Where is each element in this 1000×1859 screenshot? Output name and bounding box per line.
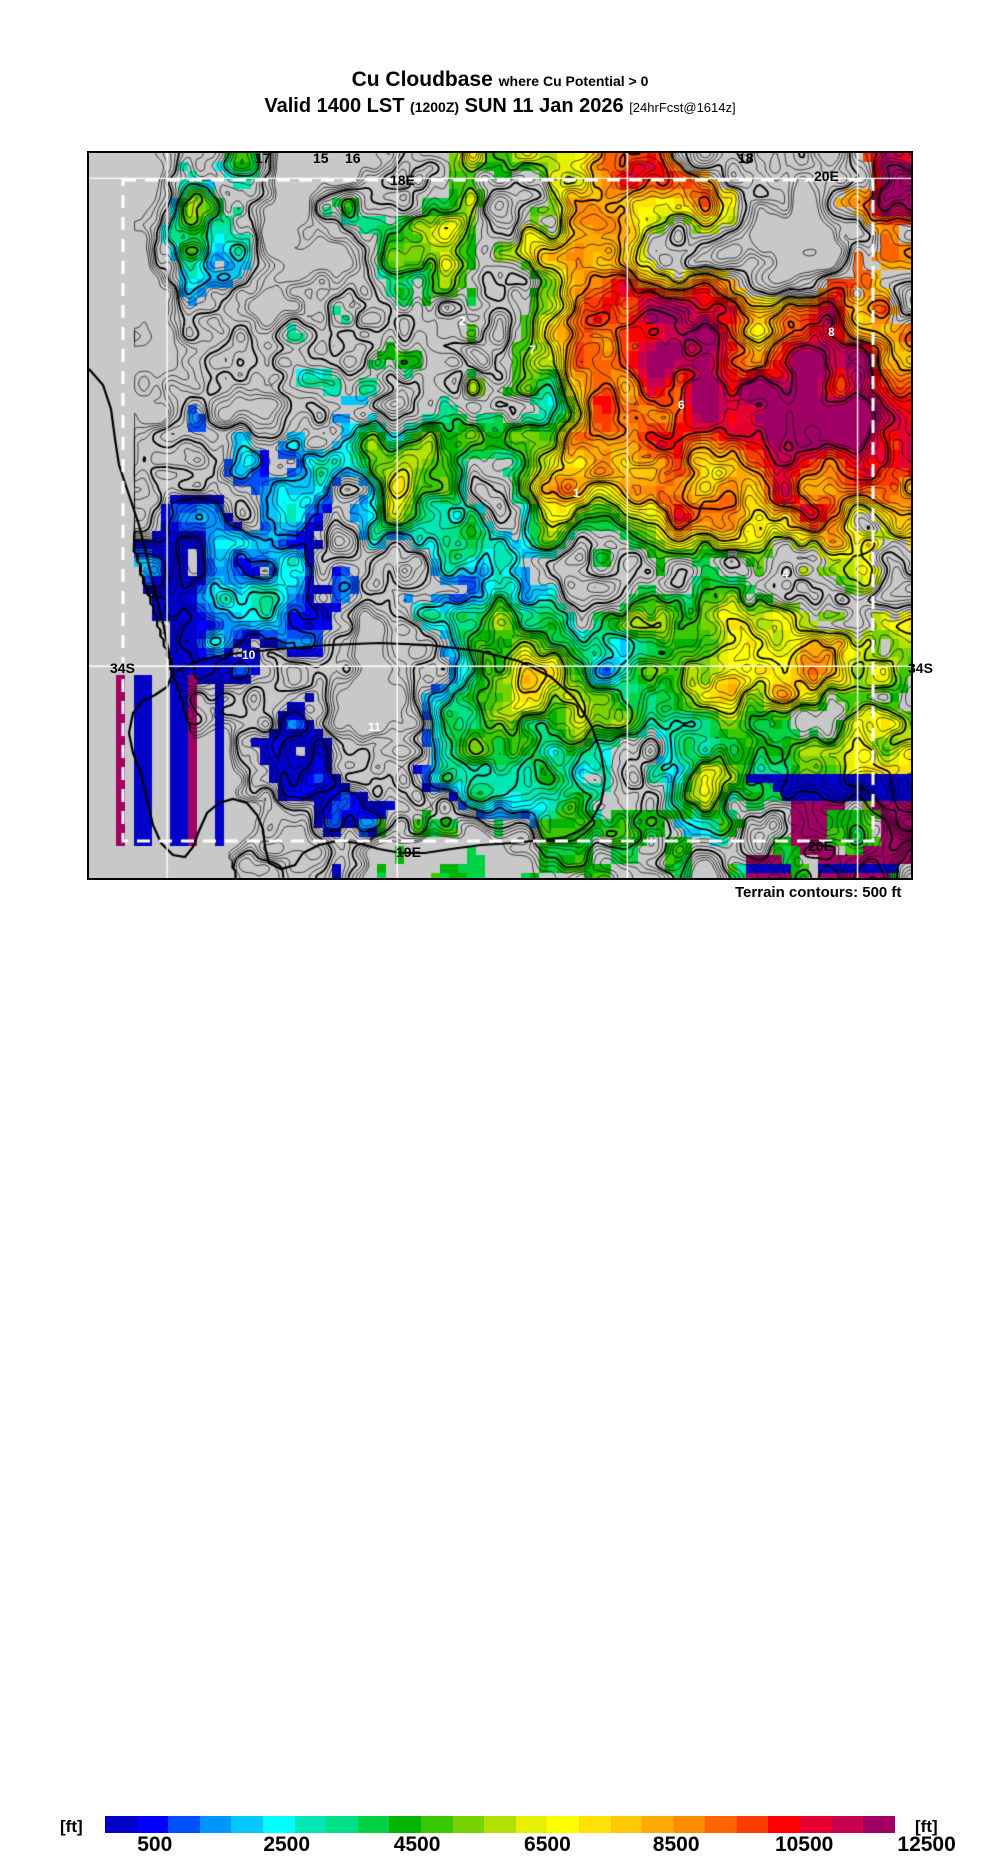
colorbar-tick-labels: 500 2500 4500 6500 8500 10500 12500: [105, 1833, 956, 1859]
map-coord-label-15-313: 15: [313, 150, 329, 166]
colorbar-tick-6500: 6500: [524, 1833, 571, 1856]
colorbar-tick-2500: 2500: [263, 1833, 311, 1856]
title-main-text: Cu Cloudbase: [351, 68, 493, 91]
title-secondary: Valid 1400 LST (1200Z) SUN 11 Jan 2026 […: [0, 93, 1000, 121]
valid-time-text: Valid 1400 LST: [264, 95, 405, 117]
map-coord-label-19E-396: 19E: [396, 844, 421, 860]
colorbar-swatch-1: [136, 1816, 169, 1833]
colorbar-swatches: [105, 1816, 895, 1833]
map-coord-label-34S-110: 34S: [110, 660, 135, 676]
map-coord-label-34S-908: 34S: [908, 660, 933, 676]
colorbar-tick-12500: 12500: [897, 1833, 956, 1856]
valid-date-text: SUN 11 Jan 2026: [464, 95, 624, 117]
colorbar-swatch-3: [199, 1816, 232, 1833]
map-coord-label-16-345: 16: [345, 150, 361, 166]
title-condition-text: where Cu Potential > 0: [498, 73, 649, 89]
title-primary: Cu Cloudbase where Cu Potential > 0: [0, 68, 1000, 93]
forecast-note-text: [24hrFcst@1614z]: [629, 100, 736, 115]
colorbar-swatch-13: [515, 1816, 548, 1833]
colorbar-swatch-11: [452, 1816, 485, 1833]
colorbar-swatch-12: [484, 1816, 516, 1833]
colorbar-swatch-23: [831, 1816, 864, 1833]
colorbar-swatch-2: [168, 1816, 200, 1833]
colorbar-swatch-5: [262, 1816, 295, 1833]
colorbar-swatch-18: [673, 1816, 706, 1833]
colorbar-tick-10500: 10500: [774, 1833, 834, 1856]
valid-utc-text: (1200Z): [410, 99, 460, 115]
colorbar-swatch-4: [231, 1816, 263, 1833]
colorbar-swatch-22: [800, 1816, 832, 1833]
colorbar-swatch-17: [642, 1816, 674, 1833]
map-coord-label-17-255: 17: [255, 150, 271, 166]
colorbar-swatch-20: [736, 1816, 769, 1833]
colorbar-swatch-7: [326, 1816, 358, 1833]
colorbar-swatch-10: [420, 1816, 453, 1833]
colorbar-swatch-21: [768, 1816, 801, 1833]
map-raster-layer: [89, 153, 911, 878]
map-coord-label-18-738: 18: [738, 150, 754, 166]
colorbar-swatch-16: [610, 1816, 643, 1833]
colorbar-swatch-6: [294, 1816, 327, 1833]
colorbar-swatch-19: [705, 1816, 737, 1833]
colorbar-swatch-8: [357, 1816, 390, 1833]
colorbar-tick-8500: 8500: [652, 1833, 700, 1856]
colorbar-swatch-0: [105, 1816, 137, 1833]
page-title: Cu Cloudbase where Cu Potential > 0 Vali…: [0, 68, 1000, 121]
forecast-map[interactable]: [87, 151, 913, 880]
map-coord-label-20E-808: 20E: [808, 838, 833, 854]
map-coord-label-18E-390: 18E: [390, 172, 415, 188]
colorbar-swatch-9: [389, 1816, 421, 1833]
colorbar-unit-left: [ft]: [60, 1817, 83, 1836]
colorbar-swatch-15: [578, 1816, 611, 1833]
map-coord-label-20E-814: 20E: [814, 168, 839, 184]
colorbar-tick-4500: 4500: [393, 1833, 441, 1856]
colorbar-swatch-24: [863, 1816, 895, 1833]
colorbar: [ft] [ft] 500 2500 4500 6500 8500 10500 12500: [0, 905, 1000, 1856]
terrain-contour-note: Terrain contours: 500 ft: [735, 884, 902, 901]
colorbar-swatch-14: [547, 1816, 579, 1833]
colorbar-tick-500: 500: [137, 1833, 173, 1856]
